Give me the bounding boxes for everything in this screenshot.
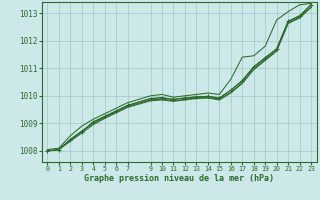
X-axis label: Graphe pression niveau de la mer (hPa): Graphe pression niveau de la mer (hPa)	[84, 174, 274, 183]
